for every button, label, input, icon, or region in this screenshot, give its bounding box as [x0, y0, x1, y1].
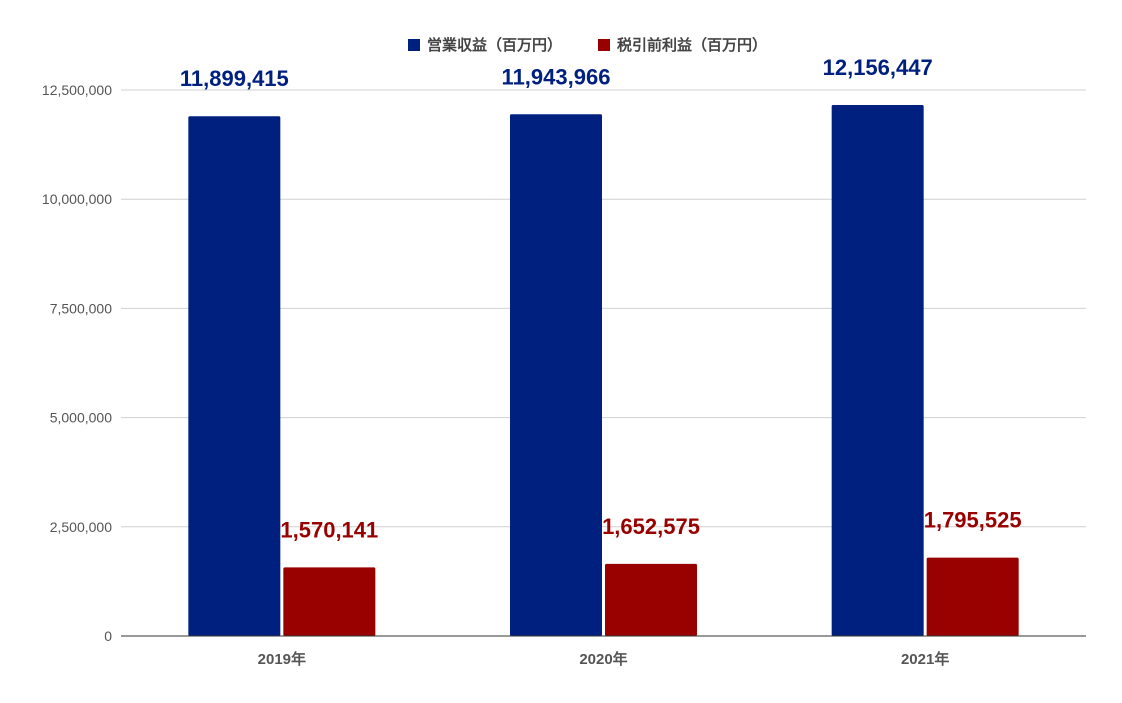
y-tick-label: 2,500,000 — [50, 519, 112, 535]
data-label-operating-revenue-1: 11,943,966 — [502, 64, 611, 89]
gridlines — [121, 89, 1086, 528]
bar-pretax-profit-0 — [283, 567, 376, 636]
bar-operating-revenue-1 — [510, 114, 602, 636]
y-tick-label: 0 — [104, 628, 112, 644]
legend-swatch — [408, 39, 420, 51]
legend-label: 税引前利益（百万円） — [617, 36, 767, 54]
x-tick-label: 2020年 — [579, 650, 627, 668]
y-axis: 0 2,500,000 5,000,000 7,500,000 10,000,000 12… — [42, 82, 112, 644]
y-tick-label: 10,000,000 — [42, 191, 112, 207]
bar-operating-revenue-2 — [831, 105, 924, 636]
legend-label: 営業収益（百万円） — [427, 36, 562, 54]
data-label-pretax-profit-1: 1,652,575 — [602, 514, 700, 539]
bar-pretax-profit-1 — [605, 563, 697, 636]
x-tick-label: 2019年 — [258, 650, 306, 668]
data-labels: 11,899,415 1,570,141 11,943,966 1,652,575 12… — [180, 55, 1022, 542]
data-label-operating-revenue-0: 11,899,415 — [180, 66, 289, 91]
y-tick-label: 7,500,000 — [50, 300, 112, 316]
legend: 営業収益（百万円） 税引前利益（百万円） — [408, 36, 767, 54]
bar-pretax-profit-2 — [926, 557, 1019, 636]
legend-item-pretax-profit: 税引前利益（百万円） — [598, 36, 767, 54]
legend-swatch — [598, 39, 610, 51]
legend-item-operating-revenue: 営業収益（百万円） — [408, 36, 562, 54]
y-tick-label: 12,500,000 — [42, 82, 112, 98]
bars — [188, 105, 1019, 637]
data-label-pretax-profit-2: 1,795,525 — [924, 508, 1022, 533]
x-axis: 2019年 2020年 2021年 — [121, 635, 1086, 668]
y-tick-label: 5,000,000 — [50, 410, 112, 426]
bar-operating-revenue-0 — [188, 116, 281, 637]
data-label-operating-revenue-2: 12,156,447 — [823, 55, 933, 80]
data-label-pretax-profit-0: 1,570,141 — [280, 517, 378, 542]
x-tick-label: 2021年 — [901, 650, 949, 668]
